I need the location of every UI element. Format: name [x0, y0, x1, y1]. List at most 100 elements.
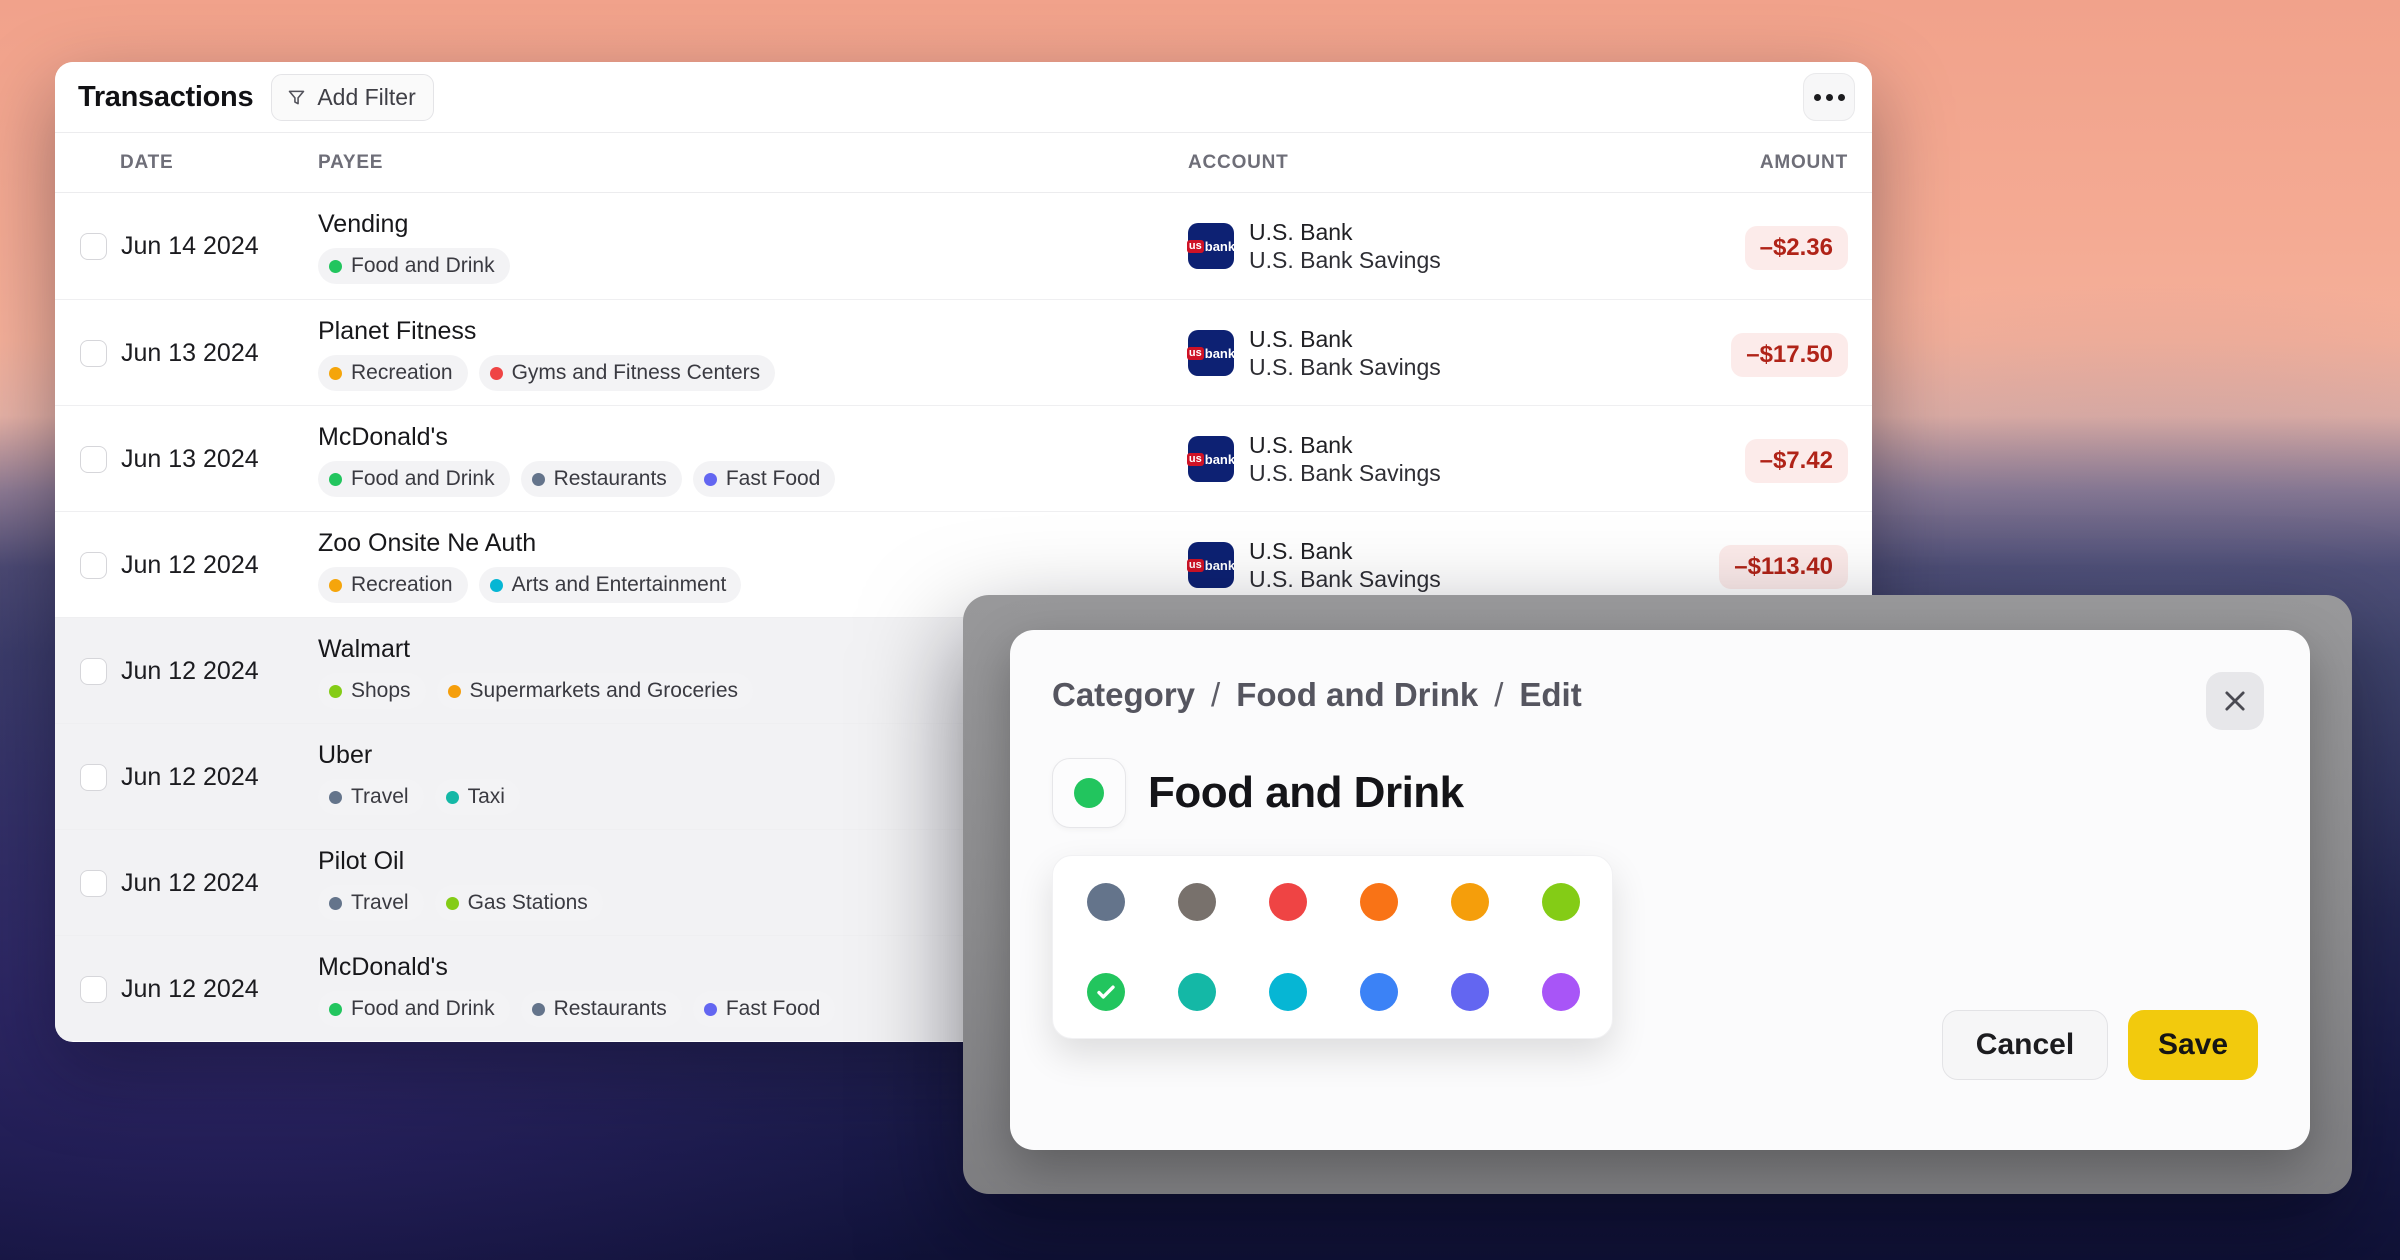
column-header-amount: AMOUNT	[1759, 152, 1848, 173]
add-filter-button[interactable]: Add Filter	[271, 73, 434, 121]
color-swatch[interactable]	[1178, 883, 1216, 921]
breadcrumb-separator: /	[1211, 676, 1221, 713]
row-date: Jun 12 2024	[121, 656, 259, 685]
category-tag[interactable]: Supermarkets and Groceries	[436, 673, 753, 709]
payee-cell: McDonald's Food and Drink Restaurants Fa…	[318, 406, 836, 497]
category-tag[interactable]: Travel	[318, 779, 424, 815]
account-subname: U.S. Bank Savings	[1249, 247, 1441, 273]
tag-dot-icon	[489, 366, 503, 380]
tag-dot-icon	[329, 1002, 342, 1016]
tag-dot-icon	[329, 684, 342, 698]
color-swatch-selected[interactable]	[1087, 973, 1125, 1011]
tag-dot-icon	[703, 1002, 717, 1016]
row-date: Jun 14 2024	[121, 231, 259, 260]
tag-dot-icon	[329, 578, 342, 592]
color-swatch[interactable]	[1542, 883, 1580, 921]
breadcrumb-item[interactable]: Category	[1052, 676, 1196, 713]
category-tag[interactable]: Taxi	[434, 779, 520, 815]
row-checkbox[interactable]	[80, 976, 107, 1003]
row-date: Jun 13 2024	[121, 338, 259, 367]
category-tag[interactable]: Restaurants	[520, 991, 682, 1027]
color-swatch[interactable]	[1542, 973, 1580, 1011]
category-tags: Recreation Arts and Entertainment	[318, 567, 742, 603]
category-tag[interactable]: Travel	[318, 885, 424, 921]
account-cell: us bank U.S. Bank U.S. Bank Savings	[1186, 300, 1441, 406]
check-icon	[1094, 980, 1118, 1004]
cancel-button[interactable]: Cancel	[1942, 1010, 2108, 1080]
color-swatch[interactable]	[1087, 883, 1125, 921]
row-checkbox[interactable]	[80, 233, 107, 260]
row-date: Jun 12 2024	[121, 762, 259, 791]
category-tag[interactable]: Food and Drink	[318, 461, 510, 497]
account-name: U.S. Bank	[1249, 432, 1353, 458]
payee-name: McDonald's	[318, 423, 448, 451]
row-checkbox[interactable]	[80, 552, 107, 579]
row-checkbox[interactable]	[80, 870, 107, 897]
payee-cell: Planet Fitness Recreation Gyms and Fitne…	[318, 300, 776, 391]
table-header: DATE PAYEE ACCOUNT AMOUNT	[55, 133, 1872, 193]
category-tags: Food and Drink	[318, 248, 510, 284]
more-options-button[interactable]	[1803, 73, 1855, 121]
us-bank-logo-icon: us bank	[1186, 436, 1235, 482]
us-bank-logo-icon: us bank	[1186, 542, 1235, 588]
payee-name: Pilot Oil	[318, 847, 405, 875]
color-swatch[interactable]	[1360, 973, 1398, 1011]
payee-name: Planet Fitness	[318, 317, 477, 345]
color-swatch[interactable]	[1451, 973, 1489, 1011]
row-checkbox[interactable]	[80, 340, 107, 367]
category-color-dot-icon	[1074, 778, 1104, 808]
color-swatch[interactable]	[1360, 883, 1398, 921]
tag-dot-icon	[489, 578, 503, 592]
category-title: Food and Drink	[1148, 768, 1464, 817]
modal-actions: Cancel Save	[1942, 1010, 2258, 1080]
table-row: Jun 13 2024 McDonald's Food and Drink Re…	[55, 405, 1872, 511]
breadcrumb-item[interactable]: Food and Drink	[1236, 676, 1479, 713]
category-tag[interactable]: Recreation	[318, 567, 468, 603]
tag-dot-icon	[447, 684, 461, 698]
color-swatch[interactable]	[1269, 883, 1307, 921]
account-name: U.S. Bank	[1249, 326, 1353, 352]
tag-dot-icon	[329, 896, 342, 910]
payee-cell: McDonald's Food and Drink Restaurants Fa…	[318, 936, 836, 1027]
category-tags: Travel Gas Stations	[318, 885, 603, 921]
category-tag[interactable]: Gyms and Fitness Centers	[478, 355, 776, 391]
category-tags: Food and Drink Restaurants Fast Food	[318, 461, 836, 497]
category-tag[interactable]: Food and Drink	[318, 248, 510, 284]
tag-dot-icon	[329, 790, 342, 804]
category-tag[interactable]: Food and Drink	[318, 991, 510, 1027]
category-tags: Shops Supermarkets and Groceries	[318, 673, 753, 709]
row-checkbox[interactable]	[80, 658, 107, 685]
page-title: Transactions	[78, 80, 254, 113]
table-row: Jun 14 2024 Vending Food and Drink us ban…	[55, 193, 1872, 299]
account-name: U.S. Bank	[1249, 538, 1353, 564]
color-swatch[interactable]	[1178, 973, 1216, 1011]
column-header-date: DATE	[120, 152, 174, 173]
breadcrumb-item: Edit	[1519, 676, 1582, 713]
column-header-payee: PAYEE	[318, 152, 384, 173]
row-checkbox[interactable]	[80, 446, 107, 473]
payee-name: Vending	[318, 210, 409, 238]
color-swatch[interactable]	[1269, 973, 1307, 1011]
category-tag[interactable]: Recreation	[318, 355, 468, 391]
payee-name: Uber	[318, 741, 373, 769]
category-tag[interactable]: Fast Food	[692, 991, 836, 1027]
row-date: Jun 12 2024	[121, 868, 259, 897]
category-tag[interactable]: Restaurants	[520, 461, 682, 497]
close-button[interactable]	[2206, 672, 2264, 730]
category-color-button[interactable]	[1052, 758, 1126, 828]
category-tags: Travel Taxi	[318, 779, 520, 815]
us-bank-logo-icon: us bank	[1186, 223, 1235, 269]
color-picker-panel	[1052, 855, 1613, 1039]
row-date: Jun 12 2024	[121, 974, 259, 1003]
payee-cell: Walmart Shops Supermarkets and Groceries	[318, 618, 753, 709]
payee-cell: Vending Food and Drink	[318, 193, 510, 284]
save-button[interactable]: Save	[2128, 1010, 2258, 1080]
category-tag[interactable]: Arts and Entertainment	[478, 567, 742, 603]
category-tag[interactable]: Fast Food	[692, 461, 836, 497]
tag-dot-icon	[329, 472, 342, 486]
row-date: Jun 13 2024	[121, 444, 259, 473]
row-checkbox[interactable]	[80, 764, 107, 791]
category-tag[interactable]: Gas Stations	[434, 885, 603, 921]
category-tag[interactable]: Shops	[318, 673, 426, 709]
color-swatch[interactable]	[1451, 883, 1489, 921]
